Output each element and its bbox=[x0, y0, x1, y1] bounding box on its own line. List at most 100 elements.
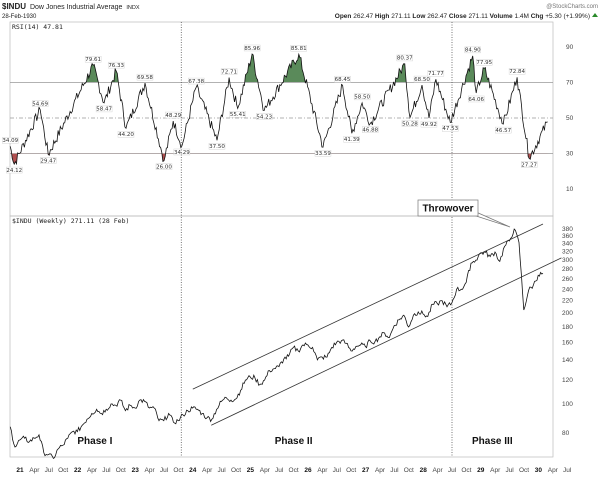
rsi-value-label-box bbox=[396, 54, 413, 62]
rsi-value-label: 64.06 bbox=[467, 95, 485, 103]
rsi-y-tick-label: 30 bbox=[566, 151, 574, 158]
chg-label: Chg bbox=[531, 13, 544, 20]
vertical-markers bbox=[180, 22, 453, 457]
rsi-value-label-box bbox=[173, 148, 191, 156]
x-tick-label: Oct bbox=[461, 467, 471, 474]
x-tick-label: Apr bbox=[375, 467, 386, 474]
x-tick-label: 22 bbox=[74, 467, 82, 474]
rsi-value-label-box bbox=[464, 46, 481, 54]
rsi-value-label: 67.38 bbox=[188, 77, 205, 85]
rsi-value-label: 55.41 bbox=[229, 111, 246, 118]
rsi-value-label-box bbox=[508, 68, 526, 75]
rsi-value-label-text: 85.96 bbox=[244, 46, 260, 52]
rsi-value-label-box bbox=[40, 157, 57, 164]
x-tick-label: Jul bbox=[45, 467, 54, 474]
rsi-value-label-text: 69.58 bbox=[137, 75, 153, 81]
x-tick-label: Oct bbox=[231, 467, 241, 474]
rsi-value-label: 46.88 bbox=[362, 126, 379, 133]
rsi-value-label-box bbox=[229, 111, 246, 118]
rsi-value-label-text: 29.47 bbox=[40, 158, 56, 164]
x-tick-label: Apr bbox=[433, 467, 444, 474]
chart-date: 28-Feb-1930 bbox=[2, 14, 37, 20]
rsi-value-label-text: 54.69 bbox=[32, 101, 48, 107]
chg-value: +5.30 (+1.99%) bbox=[545, 13, 590, 20]
rsi-value-label: 34.29 bbox=[173, 148, 191, 156]
rsi-value-label: 46.57 bbox=[495, 126, 512, 134]
rsi-value-label-box bbox=[107, 61, 125, 69]
rsi-value-label-text: 46.88 bbox=[362, 127, 378, 133]
rsi-value-label-box bbox=[314, 150, 332, 157]
rsi-value-label-box bbox=[117, 131, 135, 138]
x-tick-label: 21 bbox=[16, 467, 24, 474]
price-y-tick-label: 100 bbox=[562, 401, 573, 408]
rsi-grid bbox=[10, 82, 553, 155]
rsi-value-label-text: 48.29 bbox=[165, 113, 181, 119]
rsi-value-label: 76.33 bbox=[107, 61, 125, 69]
watermark: @StockCharts.com bbox=[546, 4, 598, 10]
rsi-y-tick-label: 90 bbox=[566, 44, 574, 51]
x-tick-label: 23 bbox=[132, 467, 140, 474]
phase-label: Phase III bbox=[472, 436, 513, 447]
rsi-value-label-box bbox=[413, 75, 431, 83]
rsi-value-label-box bbox=[31, 100, 49, 107]
rsi-value-label-text: 67.38 bbox=[188, 79, 204, 85]
rsi-value-label-text: 33.59 bbox=[315, 151, 331, 157]
rsi-value-label-box bbox=[420, 120, 438, 128]
callout-box bbox=[417, 199, 479, 217]
rsi-value-label: 44.20 bbox=[117, 131, 135, 138]
price-y-tick-label: 200 bbox=[562, 310, 573, 317]
rsi-value-label-box bbox=[136, 73, 154, 81]
rsi-value-label: 72.84 bbox=[508, 68, 526, 75]
rsi-value-label-text: 71.77 bbox=[428, 71, 444, 77]
rsi-value-label-text: 68.50 bbox=[414, 77, 430, 83]
rsi-value-label: 85.96 bbox=[243, 44, 261, 52]
price-panel bbox=[9, 215, 554, 458]
rsi-annotations: 34.09 24.12 54.69 29.47 79.61 58.47 76.33 44.20… bbox=[2, 44, 538, 174]
callout-pointer bbox=[469, 211, 511, 228]
rsi-value-label-box bbox=[401, 120, 419, 127]
rsi-value-label-text: 49.92 bbox=[421, 122, 437, 128]
rsi-value-label-box bbox=[353, 93, 371, 101]
x-tick-label: Jul bbox=[505, 467, 514, 474]
close-value: 271.11 bbox=[468, 13, 488, 20]
rsi-y-tick-label: 70 bbox=[566, 79, 574, 86]
rsi-value-label-box bbox=[2, 137, 19, 144]
price-y-tick-label: 360 bbox=[562, 233, 573, 240]
rsi-value-label: 48.29 bbox=[165, 111, 182, 119]
open-value: 262.47 bbox=[353, 13, 373, 20]
x-tick-label: Jul bbox=[390, 467, 399, 474]
low-value: 262.47 bbox=[427, 13, 447, 20]
rsi-y-tick-label: 50 bbox=[566, 115, 574, 122]
rsi-value-label-text: 76.33 bbox=[108, 63, 124, 69]
rsi-value-label: 29.47 bbox=[40, 157, 57, 164]
rsi-value-label-box bbox=[220, 68, 238, 75]
price-line-group bbox=[9, 228, 544, 459]
rsi-value-label-text: 58.50 bbox=[354, 95, 370, 101]
rsi-value-label-box bbox=[476, 59, 493, 66]
rsi-value-label: 54.69 bbox=[31, 100, 49, 107]
rsi-value-label: 41.39 bbox=[343, 136, 360, 143]
rsi-value-label-box bbox=[243, 44, 261, 52]
exchange: INDX bbox=[126, 5, 139, 11]
rsi-value-label: 47.53 bbox=[442, 125, 459, 132]
x-tick-label: Apr bbox=[202, 467, 213, 474]
rsi-value-label-box bbox=[188, 77, 205, 85]
close-label: Close bbox=[449, 13, 467, 20]
rsi-value-label-box bbox=[84, 56, 102, 63]
open-label: Open bbox=[335, 13, 352, 20]
rsi-value-label-text: 68.45 bbox=[335, 77, 351, 83]
rsi-value-label-box bbox=[95, 105, 113, 113]
rsi-value-label-box bbox=[442, 125, 459, 132]
rsi-value-label: 26.00 bbox=[155, 163, 172, 171]
x-tick-label: Apr bbox=[260, 467, 271, 474]
x-tick-label: Apr bbox=[145, 467, 156, 474]
rsi-value-label-text: 84.90 bbox=[465, 48, 481, 54]
x-tick-label: 27 bbox=[362, 467, 370, 474]
rsi-value-label-box bbox=[495, 126, 512, 134]
rsi-value-label: 24.12 bbox=[6, 166, 23, 174]
rsi-value-label: 79.61 bbox=[84, 56, 102, 63]
rsi-value-label: 69.58 bbox=[136, 73, 154, 81]
rsi-value-label: 71.77 bbox=[427, 70, 444, 77]
x-tick-label: Oct bbox=[116, 467, 126, 474]
